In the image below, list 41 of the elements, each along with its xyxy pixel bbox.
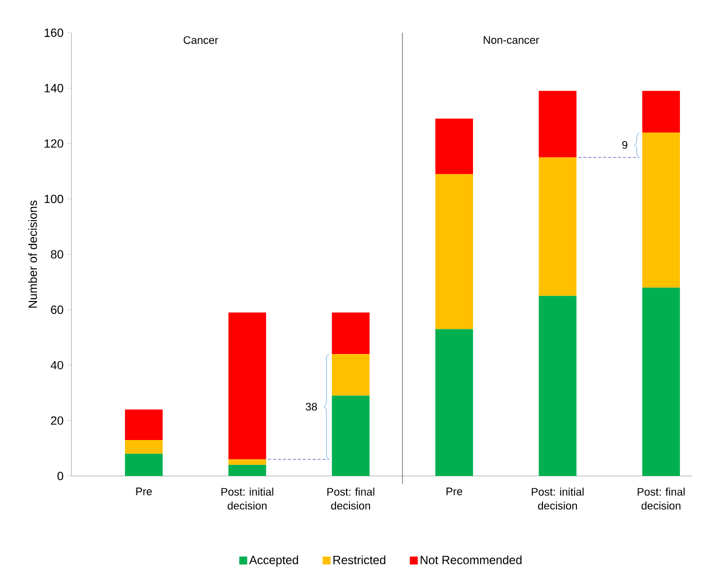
bar — [538, 296, 576, 476]
bar — [642, 288, 680, 476]
y-tick-label: 20 — [51, 416, 64, 425]
x-tick-label: Post: initial decision — [221, 488, 274, 510]
bar — [228, 465, 266, 476]
y-tick-label: 160 — [44, 28, 64, 38]
bar — [124, 454, 163, 476]
annotation: 38 — [306, 403, 317, 411]
x-tick-label: Post: initial decision — [532, 488, 584, 510]
bar — [435, 118, 474, 174]
x-tick-label: Pre — [136, 488, 152, 496]
annotation: 9 — [622, 141, 628, 149]
bar — [228, 460, 266, 466]
bar — [332, 354, 370, 396]
annotation: Cancer — [184, 36, 218, 44]
bar — [642, 91, 680, 133]
y-tick-label: 100 — [44, 194, 64, 204]
y-tick-label: 140 — [44, 84, 64, 93]
bar — [642, 132, 680, 288]
y-axis-title: Number of decisions — [28, 200, 37, 308]
y-tick-label: 80 — [50, 250, 64, 259]
x-tick-label: Pre — [446, 488, 462, 496]
y-tick-label: 60 — [51, 306, 64, 314]
legend-label: Accepted — [249, 556, 298, 567]
bar — [228, 312, 266, 460]
y-tick-label: 120 — [44, 140, 64, 148]
bar — [538, 91, 576, 158]
bar — [124, 410, 163, 440]
x-tick-label: Post: final decision — [327, 488, 374, 510]
y-tick-label: 40 — [50, 361, 64, 370]
x-tick-label: Post: final decision — [638, 488, 685, 510]
bar — [332, 312, 370, 354]
legend-label: Restricted — [333, 556, 386, 564]
bar — [124, 440, 163, 454]
bar — [332, 396, 370, 476]
bar — [435, 329, 474, 476]
bar — [538, 158, 576, 296]
legend-label: Not Recommended — [420, 556, 522, 564]
y-tick-label: 0 — [58, 472, 64, 480]
bar — [435, 174, 474, 330]
annotation: Non-cancer — [484, 36, 540, 44]
